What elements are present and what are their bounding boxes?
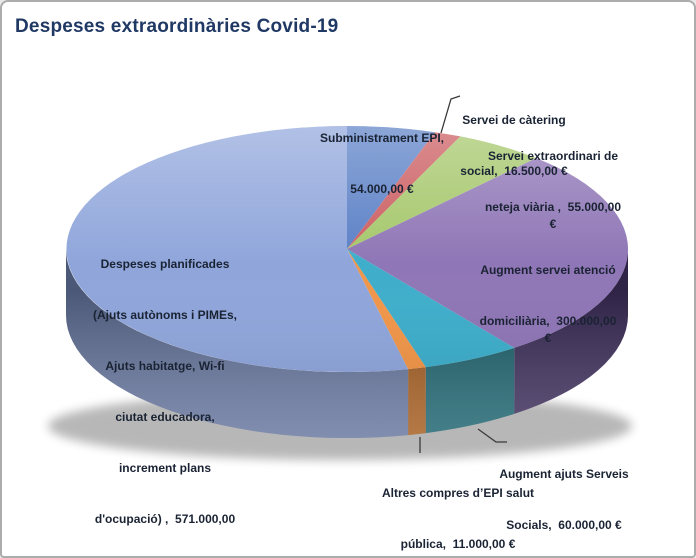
label-line: pública, 11.000,00 € — [400, 537, 516, 551]
slice-label-ajuts-serveis-socials: Augment ajuts Serveis Socials, 60.000,00… — [499, 432, 629, 556]
chart-title: Despeses extraordinàries Covid-19 — [15, 16, 339, 37]
label-line: Ajuts habitatge, Wi-fi — [105, 359, 225, 373]
pie-top-sheen — [66, 126, 628, 372]
pie-slice-side-shade-4 — [425, 347, 515, 434]
slice-label-subministrament-epi: Subministrament EPI, 54.000,00 € — [320, 96, 444, 232]
pie-slice-side-shade-3 — [514, 249, 628, 414]
label-line: (Ajuts autònoms i PIMEs, — [92, 308, 238, 322]
label-line: Altres compres d’EPI salut — [381, 486, 535, 500]
pie-sides — [65, 249, 628, 439]
slice-label-catering-social: Servei de càtering social, 16.500,00 € — [460, 78, 567, 214]
label-line: neteja viària , 55.000,00 € — [484, 200, 625, 231]
label-line: Augment ajuts Serveis — [499, 467, 629, 481]
slice-label-neteja-viaria: Servei extraordinari de neteja viària , … — [483, 114, 624, 267]
label-line: Servei extraordinari de — [487, 149, 619, 163]
label-line: ciutat educadora, — [115, 410, 215, 424]
leader-line-catering — [440, 95, 461, 134]
label-line: increment plans — [118, 461, 212, 475]
label-line: Despeses planificades — [100, 257, 230, 271]
label-line: Socials, 60.000,00 € — [506, 518, 622, 532]
label-line: 54.000,00 € — [350, 182, 414, 196]
label-line: Subministrament EPI, — [319, 131, 445, 145]
label-line: d'ocupació) , 571.000,00 — [94, 512, 236, 526]
label-line: Augment servei atenció — [480, 263, 616, 277]
pie-slice-side-shade-5 — [408, 367, 426, 436]
label-line: Servei de càtering — [462, 113, 566, 127]
label-line: domiciliària, 300.000,00 € — [479, 314, 620, 345]
slice-label-atencio-domiciliaria: Augment servei atenció domiciliària, 300… — [475, 228, 621, 381]
slice-label-altres-compres-epi: Altres compres d’EPI salut pública, 11.0… — [381, 451, 535, 556]
label-line: social, 16.500,00 € — [460, 164, 568, 178]
slice-label-despeses-planificades: Despeses planificades (Ajuts autònoms i … — [92, 222, 238, 556]
leader-line-socials — [477, 428, 507, 443]
pie-slice-side-shade-6 — [65, 249, 409, 439]
